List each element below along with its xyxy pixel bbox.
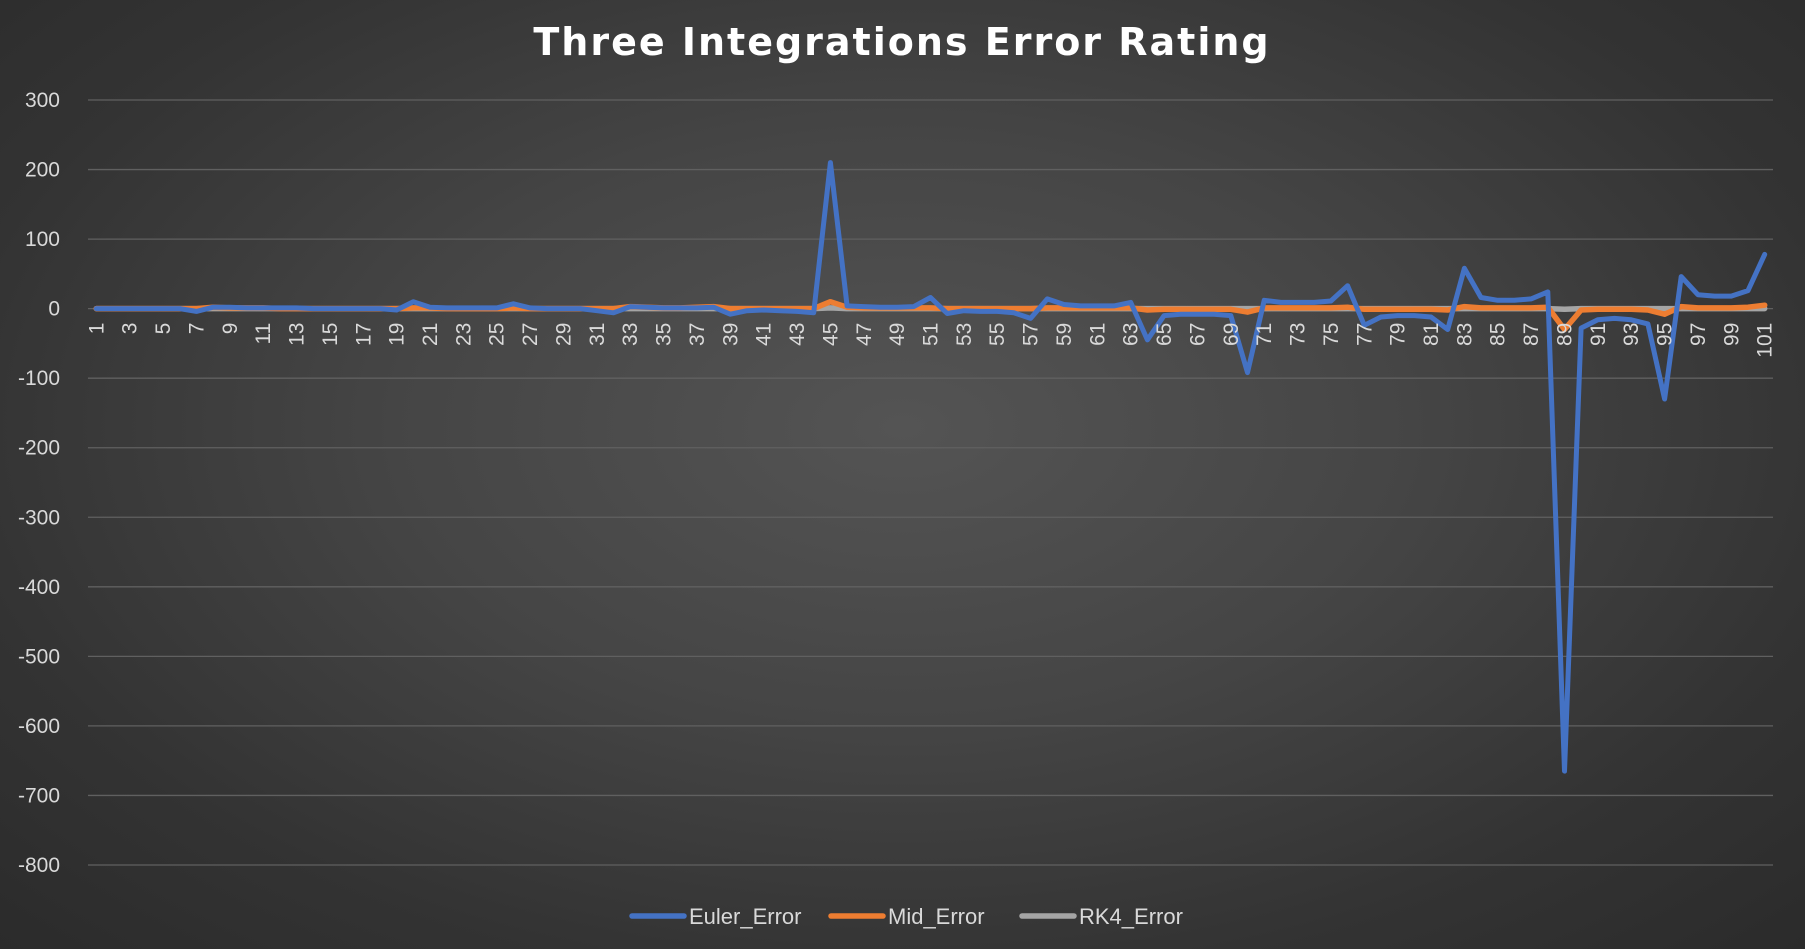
x-tick-label: 9	[219, 323, 242, 335]
x-tick-label: 59	[1053, 323, 1076, 346]
y-axis-tick-labels: 300 200 100 0 -100 -200 -300 -400 -500 -600 -700 -8…	[18, 89, 60, 877]
x-tick-label: 31	[586, 323, 609, 346]
x-tick-label: 73	[1287, 323, 1310, 346]
y-tick-label: 200	[25, 159, 60, 182]
x-tick-label: 41	[753, 323, 776, 346]
x-tick-label: 1	[85, 323, 108, 335]
x-tick-label: 29	[553, 323, 576, 346]
x-axis-tick-labels: 1 3 5 7 9 11 13 15 17 19 21 23 25 27 29 31 33 35 37 39 41 43 4…	[85, 323, 1776, 358]
x-tick-label: 95	[1654, 323, 1677, 346]
series-line-euler-error	[93, 160, 1768, 774]
y-tick-label: -700	[18, 784, 60, 807]
y-tick-label: -200	[18, 437, 60, 460]
chart-title: Three Integrations Error Rating	[533, 20, 1270, 64]
y-tick-label: 300	[25, 89, 60, 112]
y-tick-label: -800	[18, 854, 60, 877]
y-tick-label: -600	[18, 715, 60, 738]
x-tick-label: 23	[452, 323, 475, 346]
x-tick-label: 27	[519, 323, 542, 346]
x-tick-label: 21	[419, 323, 442, 346]
x-tick-label: 35	[653, 323, 676, 346]
x-tick-label: 5	[152, 323, 175, 335]
x-tick-label: 75	[1320, 323, 1343, 346]
x-tick-label: 33	[619, 323, 642, 346]
x-tick-label: 69	[1220, 323, 1243, 346]
x-tick-label: 55	[986, 323, 1009, 346]
x-tick-label: 99	[1720, 323, 1743, 346]
x-tick-label: 67	[1186, 323, 1209, 346]
legend-label-euler-error: Euler_Error	[689, 904, 801, 929]
legend-label-rk4-error: RK4_Error	[1079, 904, 1183, 929]
y-tick-label: -500	[18, 645, 60, 668]
x-tick-label: 11	[252, 323, 275, 345]
y-tick-label: 0	[48, 298, 60, 321]
x-tick-label: 65	[1153, 323, 1176, 346]
x-tick-label: 79	[1387, 323, 1410, 346]
x-tick-label: 37	[686, 323, 709, 346]
x-tick-label: 97	[1687, 323, 1710, 346]
x-tick-label: 53	[953, 323, 976, 346]
x-tick-label: 15	[319, 323, 342, 346]
x-tick-label: 19	[386, 323, 409, 346]
x-tick-label: 91	[1587, 323, 1610, 346]
x-tick-label: 7	[185, 323, 208, 335]
x-tick-label: 45	[819, 323, 842, 346]
x-tick-label: 93	[1620, 323, 1643, 346]
x-tick-label: 3	[119, 323, 142, 335]
x-tick-label: 63	[1120, 323, 1143, 346]
x-tick-label: 83	[1453, 323, 1476, 346]
x-tick-label: 81	[1420, 323, 1443, 346]
y-tick-label: -400	[18, 576, 60, 599]
x-tick-label: 61	[1086, 323, 1109, 346]
x-tick-label: 47	[853, 323, 876, 346]
y-tick-label: 100	[25, 228, 60, 251]
series-lines	[93, 160, 1768, 774]
y-tick-label: -100	[18, 367, 60, 390]
gridlines	[88, 99, 1773, 866]
x-tick-label: 101	[1754, 323, 1777, 358]
x-tick-label: 77	[1353, 323, 1376, 346]
x-tick-label: 43	[786, 323, 809, 346]
x-tick-label: 87	[1520, 323, 1543, 346]
x-tick-label: 39	[719, 323, 742, 346]
y-tick-label: -300	[18, 506, 60, 529]
x-tick-label: 89	[1554, 323, 1577, 346]
legend-label-mid-error: Mid_Error	[888, 904, 985, 929]
x-tick-label: 49	[886, 323, 909, 346]
legend: Euler_Error Mid_Error RK4_Error	[629, 904, 1183, 929]
x-tick-label: 71	[1253, 323, 1276, 346]
x-tick-label: 85	[1487, 323, 1510, 346]
x-tick-label: 57	[1020, 323, 1043, 346]
x-tick-label: 17	[352, 323, 375, 346]
x-tick-label: 13	[286, 323, 309, 346]
x-tick-label: 25	[486, 323, 509, 346]
x-tick-label: 51	[920, 323, 943, 346]
